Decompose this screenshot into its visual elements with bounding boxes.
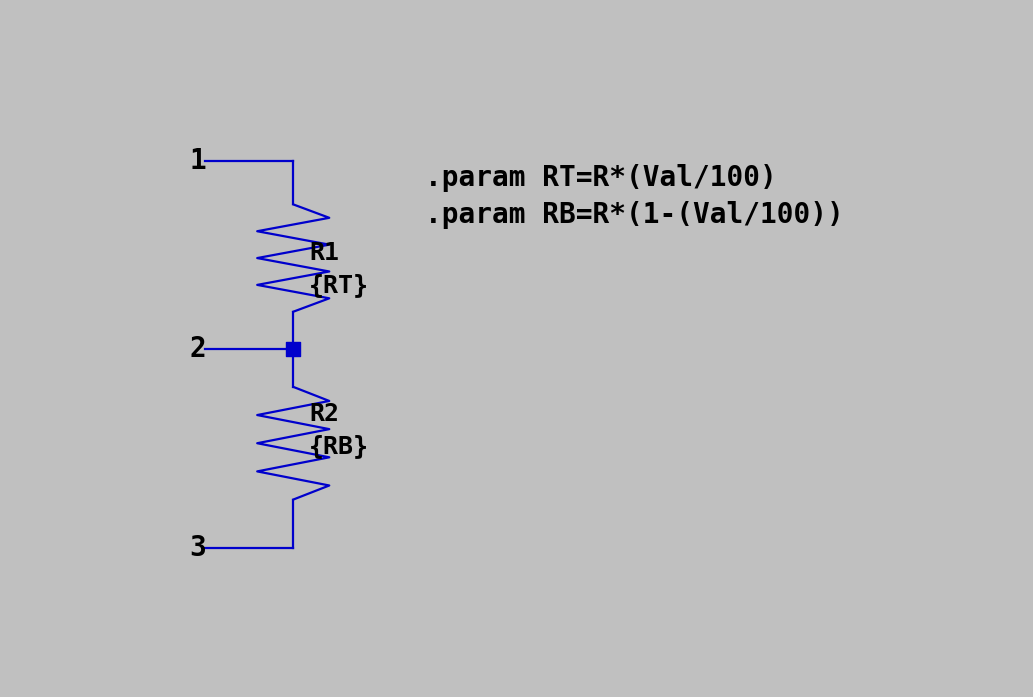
Text: 1: 1: [189, 148, 206, 176]
Point: [285, 344, 302, 355]
Text: R1: R1: [309, 240, 339, 265]
Text: {RB}: {RB}: [309, 434, 369, 458]
Text: 2: 2: [189, 335, 206, 363]
Text: {RT}: {RT}: [309, 273, 369, 297]
Text: 3: 3: [189, 534, 206, 562]
Text: R2: R2: [309, 401, 339, 426]
Text: .param RT=R*(Val/100): .param RT=R*(Val/100): [426, 164, 777, 192]
Text: .param RB=R*(1-(Val/100)): .param RB=R*(1-(Val/100)): [426, 201, 844, 229]
